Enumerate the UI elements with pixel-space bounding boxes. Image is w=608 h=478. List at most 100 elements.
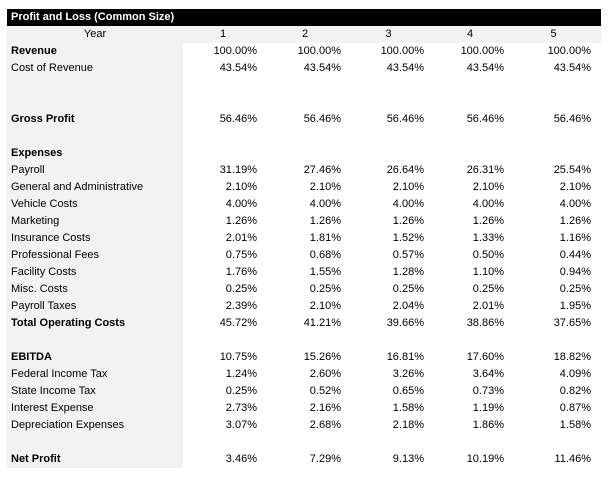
value-cell-year-3: 2.10% bbox=[392, 181, 424, 193]
row-label bbox=[7, 94, 183, 111]
table-row: Vehicle Costs 4.00% 4.00% 4.00% 4.00% 4.00% bbox=[7, 196, 597, 213]
value-cell-year-1: 0.25% bbox=[225, 385, 257, 397]
row-label: Marketing bbox=[11, 215, 60, 227]
value-cell-year-4: 0.25% bbox=[472, 283, 504, 295]
value-cell-year-5: 18.82% bbox=[553, 351, 591, 363]
value-cell-year-1: 3.46% bbox=[225, 453, 257, 465]
year-3: 3 bbox=[385, 28, 392, 40]
row-label: Facility Costs bbox=[11, 266, 77, 278]
value-cell-year-1 bbox=[183, 332, 263, 349]
value-cell-year-3 bbox=[347, 434, 430, 451]
value-cell-year-3: 56.46% bbox=[386, 113, 424, 125]
value-cell-year-5: 0.87% bbox=[559, 402, 591, 414]
value-cell-year-5: 1.58% bbox=[559, 419, 591, 431]
row-label: Payroll Taxes bbox=[11, 300, 77, 312]
value-cell-year-4 bbox=[430, 128, 510, 145]
table-row bbox=[7, 77, 597, 94]
value-cell-year-2 bbox=[263, 332, 347, 349]
value-cell-year-4 bbox=[430, 145, 510, 162]
table-row: Insurance Costs 2.01% 1.81% 1.52% 1.33% 1.16% bbox=[7, 230, 597, 247]
value-cell-year-3 bbox=[347, 332, 430, 349]
table-row bbox=[7, 94, 597, 111]
row-label: Expenses bbox=[11, 147, 63, 159]
value-cell-year-5: 4.00% bbox=[559, 198, 591, 210]
value-cell-year-5: 0.25% bbox=[559, 283, 591, 295]
table-row: General and Administrative 2.10% 2.10% 2.10… bbox=[7, 179, 597, 196]
value-cell-year-3: 2.18% bbox=[392, 419, 424, 431]
table-row: Cost of Revenue 43.54% 43.54% 43.54% 43.54% 4… bbox=[7, 60, 597, 77]
value-cell-year-3: 2.04% bbox=[392, 300, 424, 312]
row-label: Vehicle Costs bbox=[11, 198, 78, 210]
value-cell-year-5 bbox=[510, 145, 597, 162]
value-cell-year-5: 37.65% bbox=[553, 317, 591, 329]
value-cell-year-4: 2.10% bbox=[472, 181, 504, 193]
value-cell-year-4 bbox=[430, 332, 510, 349]
table-row: Gross Profit 56.46% 56.46% 56.46% 56.46% 56.4… bbox=[7, 111, 597, 128]
row-label bbox=[7, 434, 183, 451]
value-cell-year-1 bbox=[183, 145, 263, 162]
table-row: Revenue 100.00% 100.00% 100.00% 100.00% 100.0… bbox=[7, 43, 597, 60]
value-cell-year-2: 2.68% bbox=[309, 419, 341, 431]
row-label: Federal Income Tax bbox=[11, 368, 108, 380]
table-row: Net Profit 3.46% 7.29% 9.13% 10.19% 11.46% bbox=[7, 451, 597, 468]
value-cell-year-1: 2.73% bbox=[225, 402, 257, 414]
row-label: Gross Profit bbox=[11, 113, 75, 125]
value-cell-year-2 bbox=[263, 145, 347, 162]
value-cell-year-1 bbox=[183, 77, 263, 94]
value-cell-year-3: 43.54% bbox=[386, 62, 424, 74]
value-cell-year-5: 0.82% bbox=[559, 385, 591, 397]
year-header-row: Year 1 2 3 4 5 bbox=[7, 26, 597, 43]
value-cell-year-4: 2.01% bbox=[472, 300, 504, 312]
value-cell-year-2: 0.25% bbox=[309, 283, 341, 295]
value-cell-year-4 bbox=[430, 77, 510, 94]
value-cell-year-3: 0.65% bbox=[392, 385, 424, 397]
value-cell-year-3: 16.81% bbox=[386, 351, 424, 363]
row-label: EBITDA bbox=[11, 351, 52, 363]
value-cell-year-4: 4.00% bbox=[472, 198, 504, 210]
value-cell-year-4: 1.33% bbox=[472, 232, 504, 244]
value-cell-year-5 bbox=[510, 434, 597, 451]
value-cell-year-4 bbox=[430, 94, 510, 111]
value-cell-year-4: 1.19% bbox=[472, 402, 504, 414]
value-cell-year-2: 15.26% bbox=[303, 351, 341, 363]
value-cell-year-3: 9.13% bbox=[392, 453, 424, 465]
row-label: General and Administrative bbox=[11, 181, 144, 193]
value-cell-year-5: 1.26% bbox=[559, 215, 591, 227]
value-cell-year-4: 10.19% bbox=[466, 453, 504, 465]
row-label: Cost of Revenue bbox=[11, 62, 93, 74]
value-cell-year-4: 56.46% bbox=[466, 113, 504, 125]
value-cell-year-1: 100.00% bbox=[213, 45, 257, 57]
value-cell-year-3: 1.52% bbox=[392, 232, 424, 244]
value-cell-year-5: 4.09% bbox=[559, 368, 591, 380]
row-label: Insurance Costs bbox=[11, 232, 91, 244]
value-cell-year-3: 3.26% bbox=[392, 368, 424, 380]
value-cell-year-1 bbox=[183, 94, 263, 111]
value-cell-year-3: 100.00% bbox=[380, 45, 424, 57]
value-cell-year-5 bbox=[510, 128, 597, 145]
value-cell-year-2: 100.00% bbox=[297, 45, 341, 57]
value-cell-year-3: 0.57% bbox=[392, 249, 424, 261]
value-cell-year-1: 2.39% bbox=[225, 300, 257, 312]
table-row: Marketing 1.26% 1.26% 1.26% 1.26% 1.26% bbox=[7, 213, 597, 230]
year-label: Year bbox=[83, 28, 107, 40]
value-cell-year-3: 1.58% bbox=[392, 402, 424, 414]
value-cell-year-5: 100.00% bbox=[547, 45, 591, 57]
value-cell-year-5: 25.54% bbox=[553, 164, 591, 176]
value-cell-year-4: 43.54% bbox=[466, 62, 504, 74]
value-cell-year-2: 2.10% bbox=[309, 300, 341, 312]
row-label bbox=[7, 332, 183, 349]
year-5: 5 bbox=[550, 28, 557, 40]
value-cell-year-2: 41.21% bbox=[303, 317, 341, 329]
value-cell-year-3 bbox=[347, 94, 430, 111]
row-label: Total Operating Costs bbox=[11, 317, 126, 329]
value-cell-year-2: 2.60% bbox=[309, 368, 341, 380]
value-cell-year-1: 3.07% bbox=[225, 419, 257, 431]
value-cell-year-3: 0.25% bbox=[392, 283, 424, 295]
value-cell-year-5: 11.46% bbox=[554, 453, 592, 465]
value-cell-year-5 bbox=[510, 77, 597, 94]
value-cell-year-4: 3.64% bbox=[472, 368, 504, 380]
value-cell-year-4: 100.00% bbox=[460, 45, 504, 57]
table-row: Facility Costs 1.76% 1.55% 1.28% 1.10% 0.94% bbox=[7, 264, 597, 281]
value-cell-year-4: 1.26% bbox=[472, 215, 504, 227]
value-cell-year-4: 17.60% bbox=[466, 351, 504, 363]
